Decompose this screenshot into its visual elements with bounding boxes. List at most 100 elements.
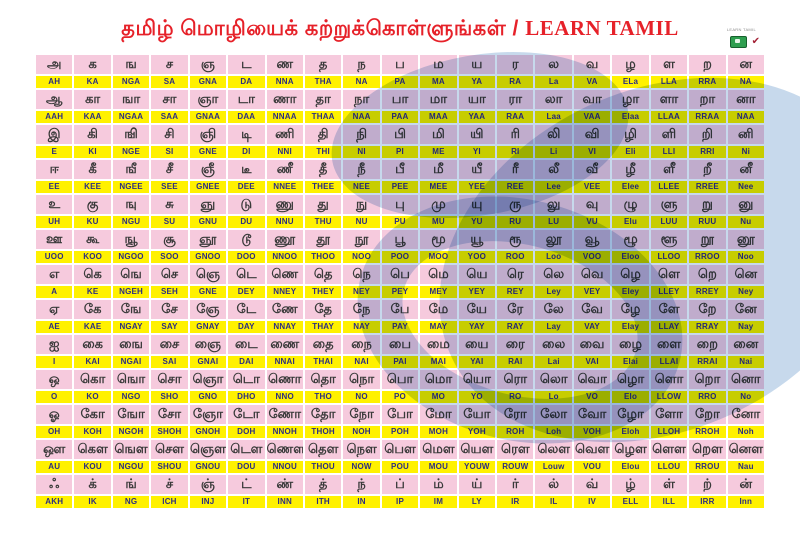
tamil-cell: ழீ	[612, 160, 649, 179]
roman-cell: YEE	[458, 181, 496, 193]
roman-cell: SI	[151, 146, 188, 158]
roman-cell: Nu	[727, 216, 765, 228]
roman-cell: VOU	[573, 461, 611, 473]
tamil-cell: ரூ	[497, 230, 534, 249]
tamil-cell: ற்	[689, 475, 726, 494]
roman-cell: RO	[497, 391, 534, 403]
tamil-cell: சௌ	[151, 440, 188, 459]
roman-row-10: O KO NGO SHO GNO DHO NNO THO NO PO MO YO RO Lo VO Elo LL…	[36, 391, 765, 403]
tamil-cell: ண்	[266, 475, 303, 494]
tamil-cell: சொ	[151, 370, 188, 389]
roman-cell: POU	[381, 461, 419, 473]
tamil-cell: தே	[304, 300, 342, 319]
tamil-row-6: ஊ கூ ஙூ சூ ஞூ டூ ணூ தூ நூ பூ மூ யூ ரூ லூ வூ ழூ ளூ றூ னூ	[36, 230, 765, 249]
roman-cell: UH	[36, 216, 73, 228]
tamil-cell: ளா	[650, 90, 688, 109]
tamil-cell: கா	[74, 90, 111, 109]
tamil-cell: டெ	[228, 265, 265, 284]
tamil-cell: ல்	[535, 475, 572, 494]
tamil-cell: லி	[535, 125, 572, 144]
tamil-cell: ய	[458, 55, 496, 74]
tamil-cell: ஈ	[36, 160, 73, 179]
roman-cell: LLAA	[650, 111, 688, 123]
roman-cell: MU	[420, 216, 457, 228]
roman-cell: GNEE	[189, 181, 227, 193]
tamil-cell: றி	[689, 125, 726, 144]
tamil-cell: வு	[573, 195, 611, 214]
roman-cell: GNAI	[189, 356, 227, 368]
roman-cell: RRAI	[689, 356, 726, 368]
tamil-cell: தெ	[304, 265, 342, 284]
roman-cell: VOH	[573, 426, 611, 438]
roman-cell: Ley	[535, 286, 572, 298]
tamil-cell: ரெ	[497, 265, 534, 284]
roman-cell: ELL	[612, 496, 649, 508]
roman-cell: GNOU	[189, 461, 227, 473]
roman-cell: GNO	[189, 391, 227, 403]
roman-cell: KOU	[74, 461, 111, 473]
roman-row-2: AAH KAA NGAA SAA GNAA DAA NNAA THAA NAA PAA MAA YAA…	[36, 111, 765, 123]
tamil-cell: னை	[727, 335, 765, 354]
roman-cell: MOU	[420, 461, 457, 473]
roman-cell: VAI	[573, 356, 611, 368]
roman-cell: NO	[343, 391, 380, 403]
tamil-cell: த	[304, 55, 342, 74]
roman-cell: KAA	[74, 111, 111, 123]
roman-cell: Inn	[727, 496, 765, 508]
tamil-cell: னா	[727, 90, 765, 109]
roman-cell: PO	[381, 391, 419, 403]
tamil-cell: ஙே	[112, 300, 150, 319]
tamil-cell: ரொ	[497, 370, 534, 389]
roman-cell: PI	[381, 146, 419, 158]
tamil-cell: ஙீ	[112, 160, 150, 179]
roman-cell: KOH	[74, 426, 111, 438]
roman-cell: YAY	[458, 321, 496, 333]
tamil-cell: னே	[727, 300, 765, 319]
roman-cell: LLOO	[650, 251, 688, 263]
tamil-cell: டே	[228, 300, 265, 319]
tamil-cell: தீ	[304, 160, 342, 179]
roman-cell: DU	[228, 216, 265, 228]
tamil-row-2: ஆ கா ஙா சா ஞா டா ணா தா நா பா மா யா ரா லா வா ழா ளா றா னா	[36, 90, 765, 109]
roman-cell: Nay	[727, 321, 765, 333]
roman-cell: OH	[36, 426, 73, 438]
roman-cell: NGOO	[112, 251, 150, 263]
tamil-cell: நி	[343, 125, 380, 144]
roman-cell: YU	[458, 216, 496, 228]
tamil-cell: ர்	[497, 475, 534, 494]
tamil-cell: வை	[573, 335, 611, 354]
roman-cell: KEE	[74, 181, 111, 193]
roman-row-12: AU KOU NGOU SHOU GNOU DOU NNOU THOU NOW POU MOU YOU…	[36, 461, 765, 473]
red-check-logo-icon: ✔	[751, 36, 760, 47]
roman-cell: THAA	[304, 111, 342, 123]
roman-cell: THOO	[304, 251, 342, 263]
roman-cell: LLA	[650, 76, 688, 88]
tamil-cell: தி	[304, 125, 342, 144]
tamil-cell: ரு	[497, 195, 534, 214]
tamil-cell: ஞை	[189, 335, 227, 354]
roman-cell: INJ	[189, 496, 227, 508]
tamil-cell: ணீ	[266, 160, 303, 179]
tamil-cell: யீ	[458, 160, 496, 179]
tamil-cell: ந	[343, 55, 380, 74]
roman-cell: Lee	[535, 181, 572, 193]
roman-cell: NGA	[112, 76, 150, 88]
roman-cell: LLOU	[650, 461, 688, 473]
roman-cell: Lay	[535, 321, 572, 333]
roman-cell: Loh	[535, 426, 572, 438]
page-title: தமிழ் மொழியைக் கற்றுக்கொள்ளுங்கள் / LEAR…	[0, 16, 800, 43]
roman-cell: AE	[36, 321, 73, 333]
roman-cell: MAI	[420, 356, 457, 368]
tamil-cell: சூ	[151, 230, 188, 249]
roman-cell: SAY	[151, 321, 188, 333]
tamil-cell: ய்	[458, 475, 496, 494]
roman-cell: KA	[74, 76, 111, 88]
roman-cell: YOO	[458, 251, 496, 263]
tamil-cell: லு	[535, 195, 572, 214]
tamil-cell: பொ	[381, 370, 419, 389]
tamil-cell: ஞெ	[189, 265, 227, 284]
roman-cell: NAY	[343, 321, 380, 333]
roman-cell: YAA	[458, 111, 496, 123]
roman-row-4: EE KEE NGEE SEE GNEE DEE NNEE THEE NEE PEE MEE YEE R…	[36, 181, 765, 193]
roman-cell: NG	[112, 496, 150, 508]
